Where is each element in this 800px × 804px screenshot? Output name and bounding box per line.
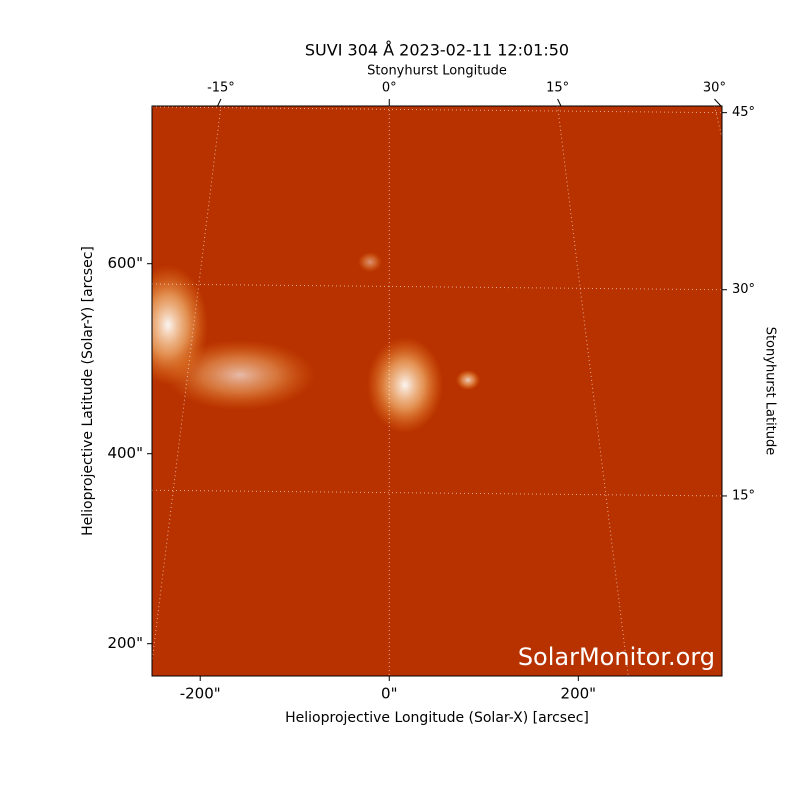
- x2-tick: [558, 99, 561, 106]
- x2-tick-label: -15°: [207, 81, 235, 96]
- y-tick-label: 400": [107, 444, 143, 462]
- x2-tick-label: 0°: [382, 81, 397, 96]
- x2-tick-label: 15°: [546, 81, 569, 96]
- x2-axis-label: Stonyhurst Longitude: [367, 64, 507, 79]
- y2-axis-label: Stonyhurst Latitude: [763, 327, 778, 456]
- x2-tick-label: 30°: [703, 81, 726, 96]
- chart-title: SUVI 304 Å 2023-02-11 12:01:50: [305, 41, 569, 60]
- y-tick-label: 200": [107, 634, 143, 652]
- x-tick-label: 200": [561, 685, 597, 703]
- x-tick-label: 0": [381, 685, 397, 703]
- y2-tick-label: 45°: [732, 105, 755, 120]
- x2-tick: [218, 99, 221, 106]
- watermark: SolarMonitor.org: [518, 643, 715, 671]
- solar-image: [128, 106, 722, 676]
- x2-tick: [714, 99, 721, 106]
- grid-line: [714, 106, 800, 676]
- y-axis-label: Helioprojective Latitude (Solar-Y) [arcs…: [80, 246, 96, 536]
- x-axis-label: Helioprojective Longitude (Solar-X) [arc…: [285, 710, 589, 726]
- y2-tick-label: 15°: [732, 488, 755, 503]
- y2-tick-label: 30°: [732, 282, 755, 297]
- x-tick-label: -200": [180, 685, 221, 703]
- y-tick-label: 600": [107, 254, 143, 272]
